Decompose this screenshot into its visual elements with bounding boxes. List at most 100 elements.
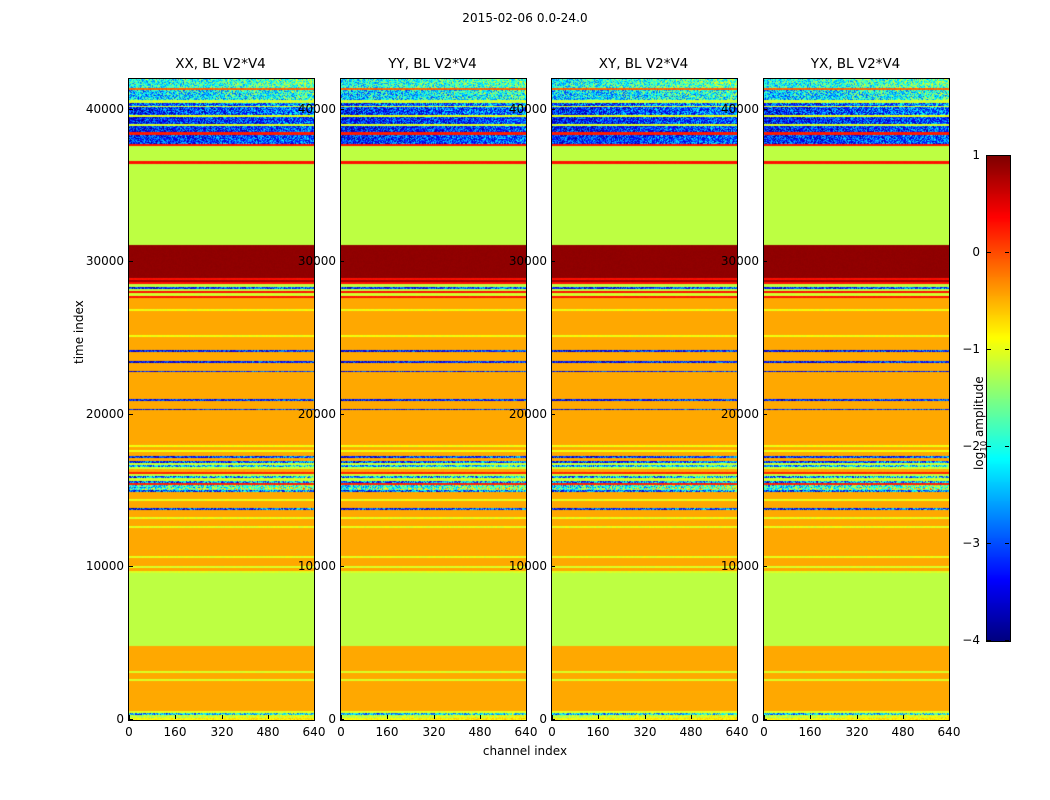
x-tick-label: 0	[760, 725, 768, 739]
colorbar-tick-label: −3	[962, 536, 980, 550]
colorbar-label: log10 amplitude	[972, 376, 989, 470]
y-tick-label: 40000	[508, 102, 547, 116]
colorbar-label-tail: amplitude	[972, 376, 986, 441]
y-tick-label: 20000	[508, 407, 547, 421]
colorbar-tick-mark	[1005, 155, 1009, 156]
x-tick-label: 640	[302, 725, 326, 739]
x-tick-label: 480	[679, 725, 703, 739]
colorbar[interactable]	[986, 155, 1011, 642]
colorbar-tick-label: −4	[962, 633, 980, 647]
y-tick-label: 10000	[297, 559, 336, 573]
y-tick-label: 20000	[85, 407, 124, 421]
heatmap-image-xy	[552, 79, 737, 720]
y-tick-mark	[552, 261, 555, 262]
heatmap-panel-xx[interactable]	[128, 78, 315, 721]
x-tick-label: 640	[725, 725, 749, 739]
x-tick-mark	[175, 715, 176, 719]
heatmap-panel-yx[interactable]	[763, 78, 950, 721]
x-tick-label: 160	[586, 725, 610, 739]
y-tick-mark	[552, 566, 555, 567]
y-tick-label: 20000	[720, 407, 759, 421]
colorbar-tick-mark	[987, 446, 991, 447]
colorbar-tick-label: 1	[972, 148, 980, 162]
heatmap-image-xx	[129, 79, 314, 720]
y-tick-label: 0	[116, 712, 124, 726]
x-tick-label: 0	[337, 725, 345, 739]
y-tick-mark	[129, 566, 133, 567]
y-tick-mark	[552, 719, 555, 720]
x-tick-mark	[222, 715, 223, 719]
y-axis-label: time index	[72, 300, 86, 364]
colorbar-tick-mark	[1005, 349, 1009, 350]
y-tick-label: 30000	[85, 254, 124, 268]
y-tick-mark	[129, 261, 133, 262]
heatmap-panel-xy[interactable]	[551, 78, 738, 721]
y-tick-mark	[764, 566, 767, 567]
heatmap-panel-yy[interactable]	[340, 78, 527, 721]
x-tick-label: 320	[422, 725, 446, 739]
x-tick-mark	[857, 715, 858, 719]
x-tick-label: 640	[937, 725, 961, 739]
heatmap-image-yy	[341, 79, 526, 720]
colorbar-tick-label: −1	[962, 342, 980, 356]
y-tick-mark	[129, 109, 133, 110]
y-tick-mark	[341, 719, 344, 720]
colorbar-tick-mark	[987, 349, 991, 350]
colorbar-label-main: log	[972, 451, 986, 470]
colorbar-tick-label: −2	[962, 439, 980, 453]
figure-suptitle: 2015-02-06 0.0-24.0	[462, 11, 588, 25]
x-tick-mark	[598, 715, 599, 719]
x-tick-mark	[552, 715, 553, 719]
x-tick-mark	[480, 715, 481, 719]
x-tick-mark	[341, 715, 342, 719]
x-tick-mark	[268, 715, 269, 719]
x-tick-mark	[949, 715, 950, 719]
y-tick-label: 0	[751, 712, 759, 726]
y-tick-label: 10000	[720, 559, 759, 573]
colorbar-tick-mark	[1005, 252, 1009, 253]
y-tick-mark	[129, 414, 133, 415]
panel-title-yy: YY, BL V2*V4	[388, 56, 477, 72]
y-tick-label: 30000	[508, 254, 547, 268]
y-tick-mark	[764, 414, 767, 415]
x-tick-label: 480	[256, 725, 280, 739]
y-tick-label: 10000	[85, 559, 124, 573]
x-tick-label: 640	[514, 725, 538, 739]
y-tick-mark	[341, 109, 344, 110]
x-tick-label: 320	[210, 725, 234, 739]
y-tick-label: 40000	[297, 102, 336, 116]
x-tick-mark	[810, 715, 811, 719]
panel-title-yx: YX, BL V2*V4	[810, 56, 901, 72]
x-tick-label: 160	[163, 725, 187, 739]
colorbar-tick-mark	[1005, 640, 1009, 641]
y-tick-mark	[552, 414, 555, 415]
y-tick-mark	[552, 109, 555, 110]
x-tick-label: 0	[548, 725, 556, 739]
colorbar-tick-mark	[1005, 543, 1009, 544]
colorbar-tick-mark	[987, 640, 991, 641]
colorbar-gradient	[987, 156, 1010, 641]
x-tick-label: 480	[468, 725, 492, 739]
y-tick-mark	[341, 261, 344, 262]
x-tick-label: 320	[633, 725, 657, 739]
x-tick-label: 0	[125, 725, 133, 739]
x-tick-mark	[764, 715, 765, 719]
heatmap-image-yx	[764, 79, 949, 720]
x-tick-mark	[737, 715, 738, 719]
x-tick-label: 160	[798, 725, 822, 739]
y-tick-mark	[341, 566, 344, 567]
y-tick-label: 30000	[720, 254, 759, 268]
x-tick-mark	[903, 715, 904, 719]
x-tick-label: 320	[845, 725, 869, 739]
x-tick-label: 160	[375, 725, 399, 739]
x-tick-mark	[434, 715, 435, 719]
x-tick-mark	[645, 715, 646, 719]
y-tick-mark	[341, 414, 344, 415]
y-tick-label: 10000	[508, 559, 547, 573]
x-tick-label: 480	[891, 725, 915, 739]
colorbar-tick-mark	[987, 252, 991, 253]
panel-title-xx: XX, BL V2*V4	[175, 56, 266, 72]
panel-title-xy: XY, BL V2*V4	[598, 56, 689, 72]
colorbar-tick-mark	[1005, 446, 1009, 447]
